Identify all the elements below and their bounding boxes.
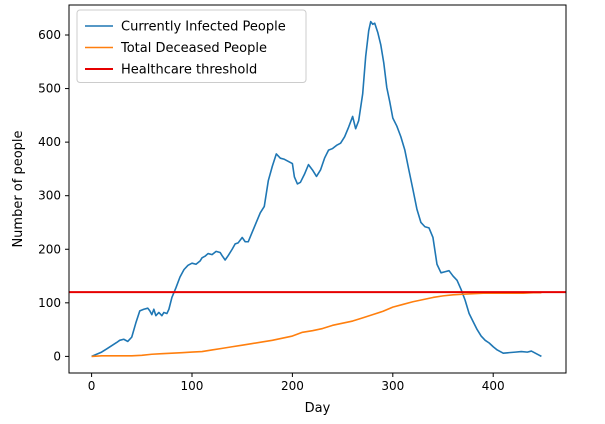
y-tick-label: 0 <box>53 349 61 363</box>
x-axis-label: Day <box>305 401 331 416</box>
x-axis-ticks: 0 100 200 300 400 <box>88 373 505 393</box>
y-tick-label: 100 <box>38 296 61 310</box>
y-axis-ticks: 0 100 200 300 400 500 600 <box>38 28 69 363</box>
legend-label: Total Deceased People <box>120 41 267 56</box>
y-tick-label: 200 <box>38 242 61 256</box>
x-tick-label: 200 <box>281 379 304 393</box>
x-tick-label: 400 <box>482 379 505 393</box>
y-tick-label: 500 <box>38 82 61 96</box>
x-tick-label: 100 <box>181 379 204 393</box>
legend-label: Healthcare threshold <box>121 63 257 78</box>
series-line-2 <box>91 291 542 358</box>
plot-frame <box>68 4 567 374</box>
series-layer <box>69 20 566 358</box>
x-tick-label: 0 <box>88 379 96 393</box>
y-tick-label: 600 <box>38 28 61 42</box>
y-tick-label: 300 <box>38 189 61 203</box>
x-tick-label: 300 <box>381 379 404 393</box>
series-line-1 <box>91 20 542 358</box>
legend-label: Currently Infected People <box>121 20 286 35</box>
y-axis-label: Number of people <box>11 130 26 247</box>
y-tick-label: 400 <box>38 135 61 149</box>
legend-box <box>76 9 307 83</box>
legend: Currently Infected People Total Deceased … <box>76 9 307 83</box>
